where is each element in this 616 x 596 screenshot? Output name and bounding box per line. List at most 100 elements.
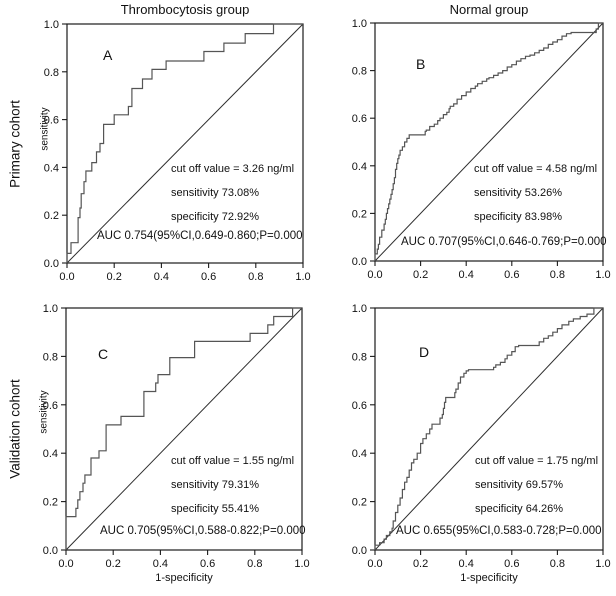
- auc-text-b: AUC 0.707(95%CI,0.646-0.769;P=0.000: [401, 236, 607, 248]
- plot-area-b: B cut off value = 4.58 ng/ml sensitivity…: [375, 23, 607, 261]
- diagonal-reference-line: [374, 307, 604, 551]
- panel-letter-d: D: [419, 344, 430, 360]
- y-tick-label: 0.2: [43, 497, 58, 509]
- y-tick-label: 0.4: [352, 161, 367, 173]
- x-tick-label: 0.8: [550, 558, 565, 570]
- cutoff-text-b: cut off value = 4.58 ng/ml: [474, 163, 598, 175]
- auc-text-d: AUC 0.655(95%CI,0.583-0.728;P=0.000: [396, 525, 602, 537]
- x-axis-label-c: 1-specificity: [155, 572, 213, 584]
- specificity-text-a: specificity 72.92%: [171, 211, 260, 223]
- sensitivity-text-a: sensitivity 73.08%: [171, 187, 260, 199]
- cutoff-text-a: cut off value = 3.26 ng/ml: [171, 163, 295, 175]
- y-tick-label: 1.0: [43, 303, 58, 315]
- y-tick-label: 0.2: [44, 210, 59, 222]
- diagonal-reference-line: [65, 307, 303, 551]
- y-tick-label: 1.0: [352, 303, 367, 315]
- x-tick-label: 0.8: [248, 271, 263, 283]
- x-tick-label: 0.2: [413, 269, 428, 281]
- sensitivity-text-c: sensitivity 79.31%: [171, 479, 260, 491]
- roc-plot-b: 0.0 0.2 0.4 0.6 0.8 1.0 0.0 0.2 0.4 0.6 0.8 1.0: [352, 18, 611, 281]
- roc-plot-a: 0.0 0.2 0.4 0.6 0.8 1.0 0.0 0.2 0.4 0.6 0.8 1.0: [44, 19, 311, 283]
- x-tick-label: 0.2: [107, 271, 122, 283]
- specificity-text-d: specificity 64.26%: [475, 503, 564, 515]
- y-tick-label: 0.4: [44, 162, 59, 174]
- auc-text-c: AUC 0.705(95%CI,0.588-0.822;P=0.000: [100, 525, 306, 537]
- x-tick-label: 0.6: [504, 558, 519, 570]
- roc-curve: [66, 23, 303, 263]
- x-tick-label: 1.0: [294, 558, 309, 570]
- x-tick-label: 0.4: [153, 558, 168, 570]
- sensitivity-text-d: sensitivity 69.57%: [475, 479, 564, 491]
- plot-area-c: C cut off value = 1.55 ng/ml sensitivity…: [66, 308, 306, 550]
- x-tick-label: 0.6: [200, 558, 215, 570]
- y-tick-label: 0.6: [44, 115, 59, 127]
- panel-letter-a: A: [103, 47, 113, 63]
- y-tick-label: 0.6: [352, 400, 367, 412]
- roc-curve: [374, 22, 603, 261]
- plot-border: [374, 22, 604, 262]
- roc-plot-c: 0.0 0.2 0.4 0.6 0.8 1.0 0.0 0.2 0.4 0.6 0.8 1.0: [43, 303, 310, 570]
- y-tick-label: 1.0: [44, 19, 59, 31]
- auc-text-a: AUC 0.754(95%CI,0.649-0.860;P=0.000: [97, 230, 303, 242]
- column-title-normal: Normal group: [449, 2, 529, 17]
- y-tick-label: 0.6: [352, 113, 367, 125]
- plot-area-d: D cut off value = 1.75 ng/ml sensitivity…: [375, 308, 603, 550]
- diagonal-reference-line: [374, 22, 604, 262]
- panel-d: 0.0 0.2 0.4 0.6 0.8 1.0 0.0 0.2 0.4 0.6 0.8 1.0 1-s…: [333, 298, 616, 586]
- annotation-block-b: cut off value = 4.58 ng/ml sensitivity 5…: [474, 157, 597, 229]
- x-tick-label: 0.0: [59, 271, 74, 283]
- roc-curve: [374, 307, 603, 550]
- y-tick-label: 0.8: [352, 351, 367, 363]
- y-tick-label: 0.0: [352, 545, 367, 557]
- x-tick-label: 0.8: [247, 558, 262, 570]
- y-tick-label: 0.0: [352, 256, 367, 268]
- roc-curve: [65, 307, 302, 550]
- y-tick-label: 0.6: [43, 400, 58, 412]
- specificity-text-b: specificity 83.98%: [474, 211, 563, 223]
- y-axis-label-a: sensitivity: [39, 107, 51, 151]
- diagonal-reference-line: [66, 23, 304, 264]
- cutoff-text-d: cut off value = 1.75 ng/ml: [475, 455, 599, 467]
- plot-area-a: A cut off value = 3.26 ng/ml sensitivity…: [67, 24, 303, 263]
- y-axis-label-c: sensitivity: [38, 390, 50, 434]
- y-tick-label: 0.0: [43, 545, 58, 557]
- y-tick-label: 0.4: [43, 448, 58, 460]
- panel-c: 0.0 0.2 0.4 0.6 0.8 1.0 0.0 0.2 0.4 0.6 0.8 1.0 sen…: [24, 298, 316, 586]
- x-tick-label: 0.0: [58, 558, 73, 570]
- x-tick-label: 0.2: [106, 558, 121, 570]
- x-tick-label: 0.4: [154, 271, 169, 283]
- x-axis-label-d: 1-specificity: [460, 572, 518, 584]
- plot-border: [374, 307, 604, 551]
- sensitivity-text-b: sensitivity 53.26%: [474, 187, 563, 199]
- y-tick-label: 0.4: [352, 448, 367, 460]
- panel-letter-b: B: [416, 56, 426, 72]
- x-tick-label: 1.0: [595, 558, 610, 570]
- x-tick-label: 0.8: [550, 269, 565, 281]
- row-label-validation-cohort: Validation cohort: [7, 379, 23, 479]
- roc-plot-d: 0.0 0.2 0.4 0.6 0.8 1.0 0.0 0.2 0.4 0.6 0.8 1.0: [352, 303, 611, 570]
- specificity-text-c: specificity 55.41%: [171, 503, 260, 515]
- y-tick-label: 1.0: [352, 18, 367, 30]
- x-tick-label: 0.6: [201, 271, 216, 283]
- x-tick-label: 0.2: [413, 558, 428, 570]
- y-tick-label: 0.8: [43, 351, 58, 363]
- row-label-primary-cohort: Primary cohort: [7, 100, 23, 188]
- y-tick-label: 0.0: [44, 258, 59, 270]
- panel-b: 0.0 0.2 0.4 0.6 0.8 1.0 0.0 0.2 0.4 0.6 0.8 1.0 B c…: [333, 13, 616, 297]
- x-tick-label: 0.0: [367, 558, 382, 570]
- plot-border: [66, 23, 304, 264]
- plot-border: [65, 307, 303, 551]
- x-tick-label: 1.0: [295, 271, 310, 283]
- annotation-block-c: cut off value = 1.55 ng/ml sensitivity 7…: [171, 449, 294, 521]
- annotation-block-d: cut off value = 1.75 ng/ml sensitivity 6…: [475, 449, 598, 521]
- column-title-thrombocytosis: Thrombocytosis group: [120, 2, 250, 17]
- y-tick-label: 0.2: [352, 497, 367, 509]
- x-tick-label: 1.0: [595, 269, 610, 281]
- x-tick-label: 0.4: [459, 269, 474, 281]
- y-tick-label: 0.8: [44, 67, 59, 79]
- y-tick-label: 0.8: [352, 66, 367, 78]
- panel-a: 0.0 0.2 0.4 0.6 0.8 1.0 0.0 0.2 0.4 0.6 0.8 1.0 sen…: [25, 14, 317, 299]
- x-tick-label: 0.0: [367, 269, 382, 281]
- y-tick-label: 0.2: [352, 208, 367, 220]
